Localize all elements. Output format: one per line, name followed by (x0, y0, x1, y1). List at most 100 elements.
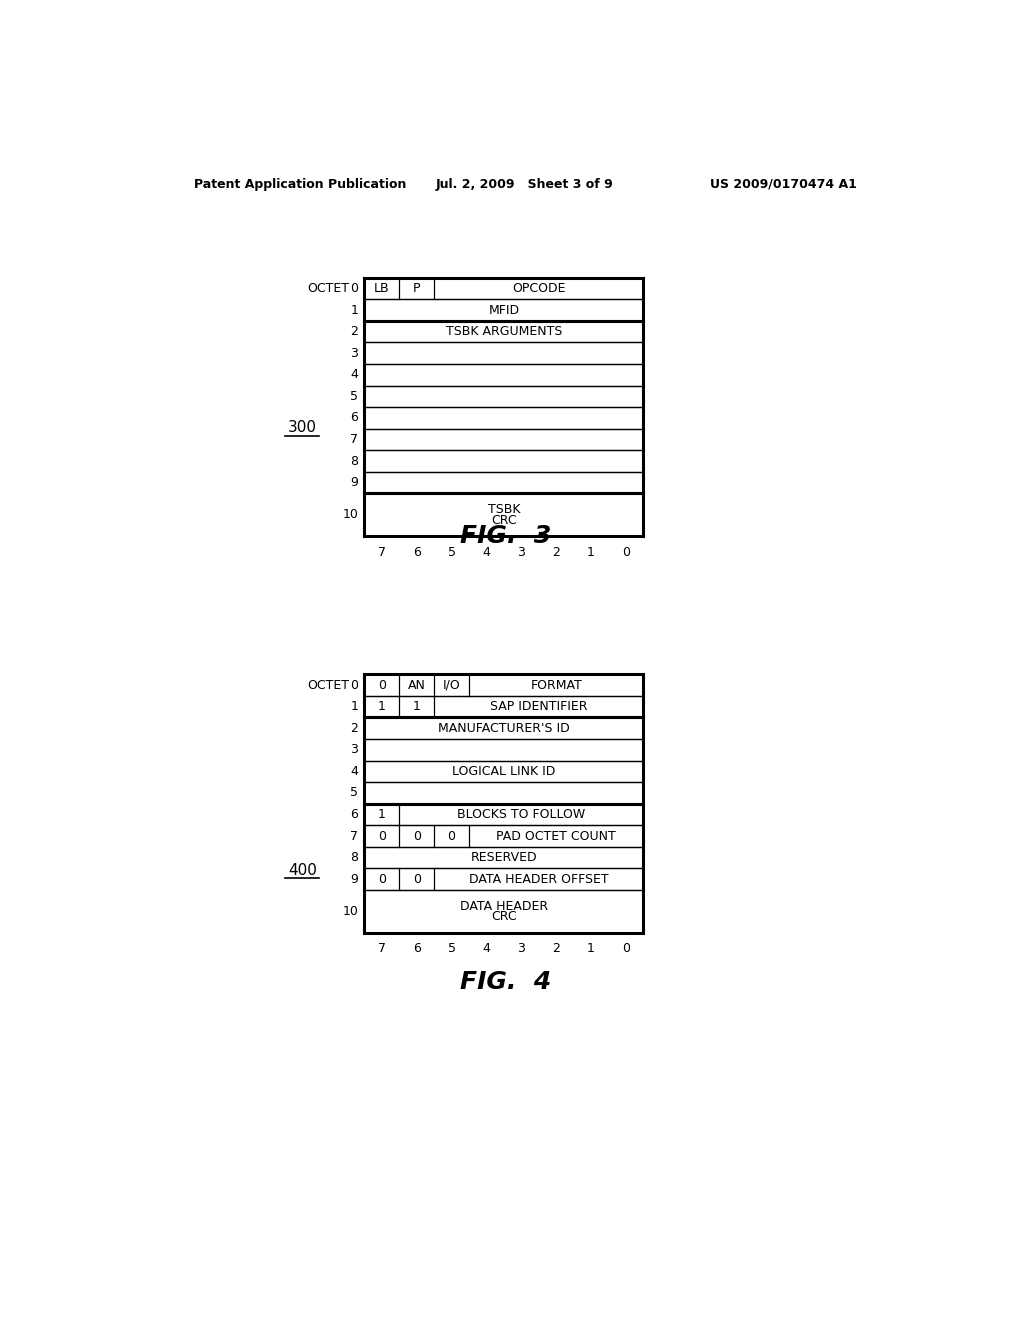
Text: LB: LB (374, 282, 389, 296)
Text: 10: 10 (342, 906, 358, 917)
Bar (365, 760, 643, 781)
Bar (434, 277, 643, 300)
Bar (365, 739, 643, 760)
Text: 0: 0 (350, 282, 358, 296)
Bar (365, 804, 399, 825)
Text: TSBK ARGUMENTS: TSBK ARGUMENTS (445, 325, 562, 338)
Text: 1: 1 (587, 942, 595, 956)
Text: 6: 6 (350, 412, 358, 425)
Text: OPCODE: OPCODE (512, 282, 565, 296)
Bar (365, 364, 643, 385)
Bar (365, 321, 643, 342)
Text: LOGICAL LINK ID: LOGICAL LINK ID (453, 764, 556, 777)
Bar (434, 696, 643, 718)
Bar (365, 825, 399, 847)
Text: 1: 1 (350, 700, 358, 713)
Bar (365, 450, 643, 471)
Text: 8: 8 (350, 851, 358, 865)
Text: 3: 3 (517, 545, 525, 558)
Bar (365, 890, 643, 933)
Text: 2: 2 (350, 325, 358, 338)
Text: FIG.  4: FIG. 4 (460, 970, 551, 994)
Bar (399, 804, 643, 825)
Text: 7: 7 (378, 942, 386, 956)
Bar (365, 781, 643, 804)
Text: 6: 6 (413, 545, 421, 558)
Bar (365, 696, 399, 718)
Text: OCTET: OCTET (307, 282, 349, 296)
Text: FORMAT: FORMAT (530, 678, 582, 692)
Bar (365, 847, 643, 869)
Bar (365, 385, 643, 407)
Text: DATA HEADER OFFSET: DATA HEADER OFFSET (469, 873, 608, 886)
Text: BLOCKS TO FOLLOW: BLOCKS TO FOLLOW (457, 808, 586, 821)
Text: 400: 400 (288, 863, 316, 878)
Bar (469, 825, 643, 847)
Text: Patent Application Publication: Patent Application Publication (194, 178, 407, 190)
Text: 0: 0 (447, 829, 456, 842)
Text: 1: 1 (587, 545, 595, 558)
Text: DATA HEADER: DATA HEADER (460, 899, 548, 912)
Text: 7: 7 (378, 545, 386, 558)
Bar (365, 277, 399, 300)
Text: 0: 0 (378, 678, 386, 692)
Text: 0: 0 (413, 873, 421, 886)
Bar (365, 718, 643, 739)
Text: 1: 1 (378, 808, 386, 821)
Text: Jul. 2, 2009   Sheet 3 of 9: Jul. 2, 2009 Sheet 3 of 9 (436, 178, 613, 190)
Text: TSBK: TSBK (487, 503, 520, 516)
Text: 1: 1 (378, 700, 386, 713)
Text: AN: AN (408, 678, 426, 692)
Text: 4: 4 (482, 545, 490, 558)
Bar (365, 494, 643, 536)
Bar (365, 342, 643, 364)
Text: 9: 9 (350, 477, 358, 490)
Bar (365, 471, 643, 494)
Text: 6: 6 (350, 808, 358, 821)
Bar (365, 429, 643, 450)
Text: OCTET: OCTET (307, 678, 349, 692)
Text: 3: 3 (517, 942, 525, 956)
Text: 5: 5 (350, 389, 358, 403)
Text: 2: 2 (552, 545, 560, 558)
Text: 6: 6 (413, 942, 421, 956)
Bar (365, 407, 643, 429)
Text: 5: 5 (447, 942, 456, 956)
Text: RESERVED: RESERVED (471, 851, 538, 865)
Text: 0: 0 (413, 829, 421, 842)
Text: 4: 4 (350, 764, 358, 777)
Text: 0: 0 (378, 873, 386, 886)
Text: 10: 10 (342, 508, 358, 521)
Text: 2: 2 (350, 722, 358, 735)
Text: 300: 300 (288, 420, 316, 436)
Bar (434, 675, 469, 696)
Text: 5: 5 (350, 787, 358, 800)
Text: 9: 9 (350, 873, 358, 886)
Text: MANUFACTURER'S ID: MANUFACTURER'S ID (438, 722, 569, 735)
Text: 0: 0 (378, 829, 386, 842)
Text: 8: 8 (350, 454, 358, 467)
Text: CRC: CRC (492, 911, 517, 924)
Text: 3: 3 (350, 743, 358, 756)
Bar (399, 277, 434, 300)
Text: 4: 4 (482, 942, 490, 956)
Text: SAP IDENTIFIER: SAP IDENTIFIER (490, 700, 588, 713)
Text: US 2009/0170474 A1: US 2009/0170474 A1 (710, 178, 856, 190)
Text: 7: 7 (350, 433, 358, 446)
Text: MFID: MFID (488, 304, 519, 317)
Text: PAD OCTET COUNT: PAD OCTET COUNT (497, 829, 616, 842)
Text: P: P (413, 282, 421, 296)
Text: 2: 2 (552, 942, 560, 956)
Text: CRC: CRC (492, 513, 517, 527)
Bar (399, 825, 434, 847)
Text: I/O: I/O (442, 678, 461, 692)
Bar (365, 300, 643, 321)
Bar (469, 675, 643, 696)
Bar (434, 869, 643, 890)
Bar (365, 869, 399, 890)
Text: 0: 0 (622, 545, 630, 558)
Text: 0: 0 (622, 942, 630, 956)
Bar (399, 675, 434, 696)
Text: 5: 5 (447, 545, 456, 558)
Text: 7: 7 (350, 829, 358, 842)
